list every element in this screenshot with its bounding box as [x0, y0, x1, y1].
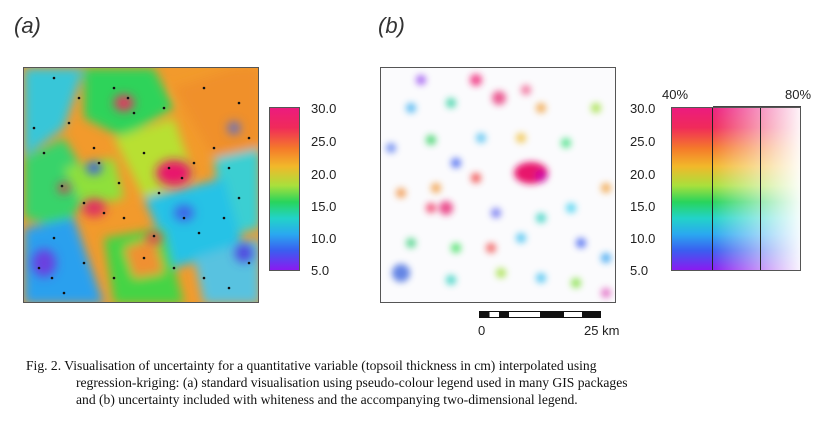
caption-line: regression-kriging: (a) standard visuali… [76, 375, 628, 390]
legend-b-tick: 15.0 [630, 199, 656, 214]
caption-line: Fig. 2. Visualisation of uncertainty for… [26, 358, 597, 373]
legend-b-tick: 5.0 [630, 263, 649, 278]
legend-b-divider [712, 108, 713, 270]
legend-b-tick: 20.0 [630, 167, 656, 182]
panel-a-label: (a) [14, 13, 41, 38]
map-b [380, 67, 616, 303]
caption-line: and (b) uncertainty included with whiten… [76, 392, 578, 407]
legend-b-2d-colorbar [671, 107, 801, 271]
legend-a-tick: 5.0 [311, 263, 330, 278]
panel-b-label: (b) [378, 13, 405, 38]
legend-a-tick: 20.0 [311, 167, 337, 182]
legend-a-tick: 30.0 [311, 101, 337, 116]
legend-a-tick: 10.0 [311, 231, 337, 246]
legend-b-tick: 30.0 [630, 101, 656, 116]
legend-b-pct-right: 80% [785, 87, 812, 102]
legend-b-tick: 25.0 [630, 134, 656, 149]
legend-a-colorbar [269, 107, 300, 271]
scale-bar [479, 311, 601, 318]
map-b-raster [381, 68, 615, 302]
scale-bar-start-label: 0 [478, 323, 486, 338]
legend-b-tick: 10.0 [630, 231, 656, 246]
figure-caption: Fig. 2. Visualisation of uncertainty for… [26, 357, 816, 408]
legend-a-tick: 15.0 [311, 199, 337, 214]
legend-b-pct-left: 40% [662, 87, 689, 102]
legend-b-top-line [713, 106, 801, 107]
legend-b-divider [760, 108, 761, 270]
legend-a-tick: 25.0 [311, 134, 337, 149]
scale-bar-end-label: 25 km [584, 323, 620, 338]
map-a-raster [24, 68, 258, 302]
map-a [23, 67, 259, 303]
